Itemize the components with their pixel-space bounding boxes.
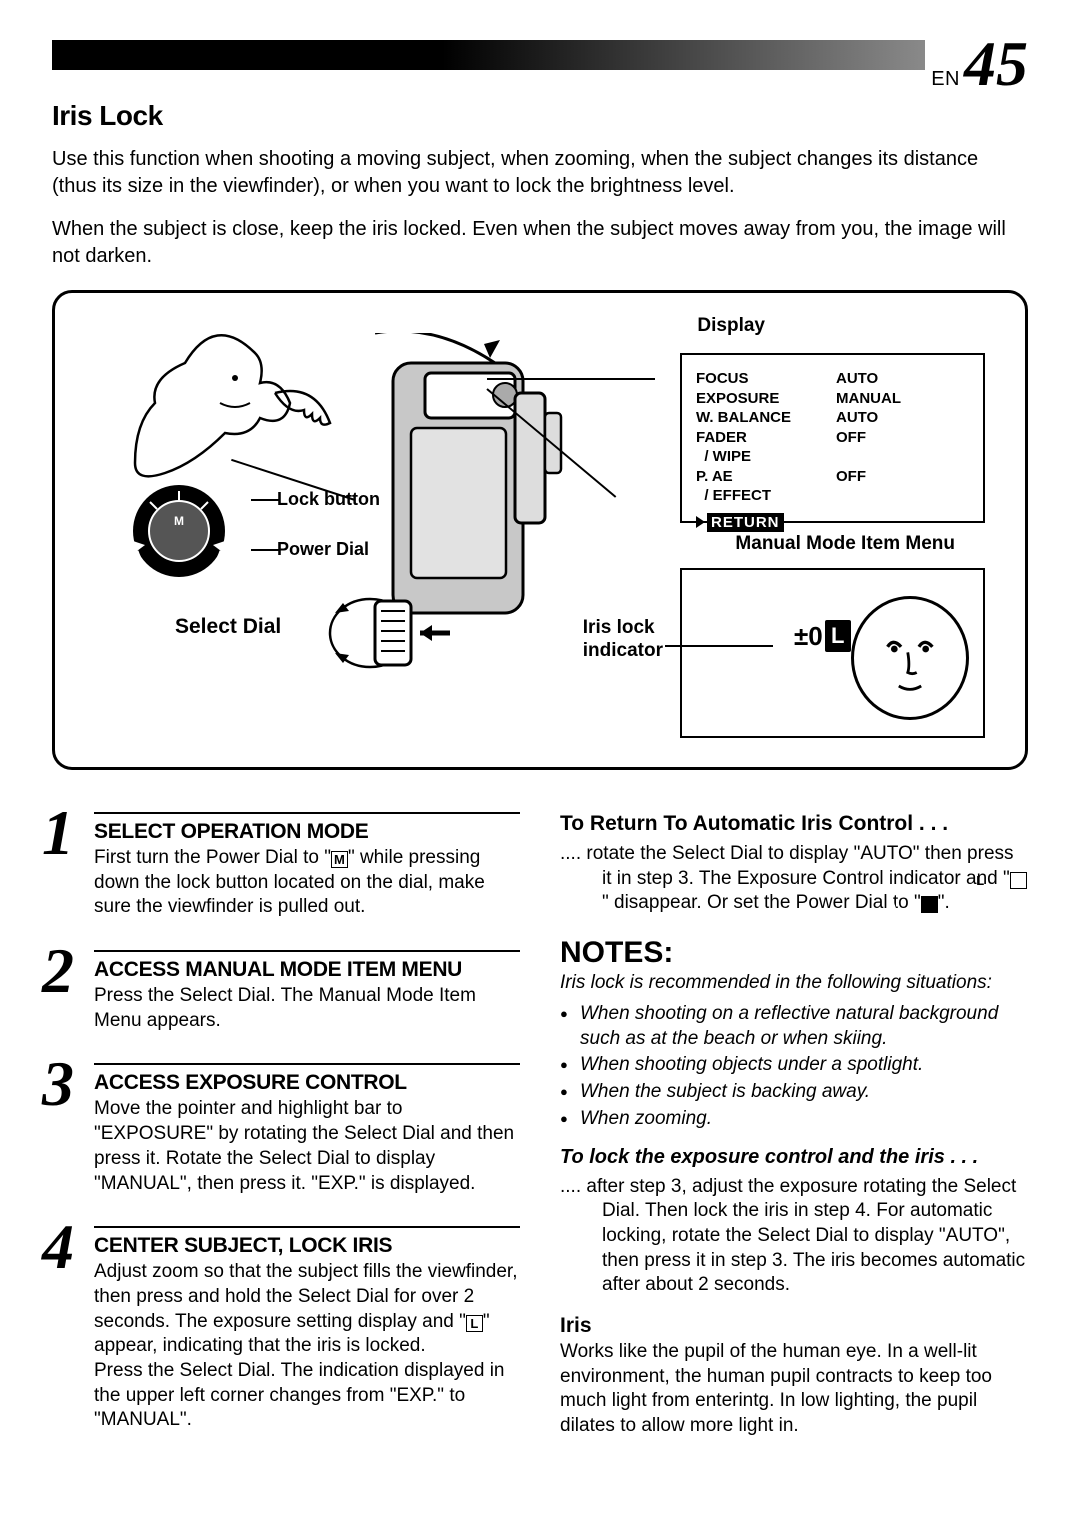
step: 1 SELECT OPERATION MODE First turn the P… (52, 812, 520, 920)
return-auto-heading: To Return To Automatic Iris Control . . … (560, 812, 1028, 836)
notes-intro: Iris lock is recommended in the followin… (560, 972, 1028, 994)
notes-item: When shooting objects under a spotlight. (560, 1053, 1028, 1078)
step-number: 2 (42, 942, 74, 1000)
return-arrow-icon (696, 516, 705, 528)
page-number: EN 45 (925, 32, 1028, 96)
iris-lock-indicator: ±0 L (794, 620, 851, 652)
step-body: Press the Select Dial. The Manual Mode I… (94, 984, 520, 1033)
manual-mode-menu: FOCUSAUTOEXPOSUREMANUALW. BALANCEAUTOFAD… (680, 353, 985, 523)
body-columns: 1 SELECT OPERATION MODE First turn the P… (52, 812, 1028, 1463)
intro-2: When the subject is close, keep the iris… (52, 216, 1028, 270)
manual-mode-menu-caption: Manual Mode Item Menu (735, 533, 955, 555)
menu-row: / EFFECT (696, 486, 969, 506)
select-dial-illustration (315, 593, 455, 673)
page-prefix: EN (931, 68, 960, 91)
notes-heading: NOTES: (560, 936, 1028, 970)
notes-item: When the subject is backing away. (560, 1080, 1028, 1105)
notes-item: When shooting on a reflective natural ba… (560, 1002, 1028, 1051)
return-label: RETURN (707, 513, 784, 532)
notes-list: When shooting on a reflective natural ba… (560, 1002, 1028, 1131)
step-body: First turn the Power Dial to "M" while p… (94, 846, 520, 920)
notes-item: When zooming. (560, 1107, 1028, 1132)
step-body: Move the pointer and highlight bar to "E… (94, 1097, 520, 1196)
leader-line (487, 378, 655, 380)
display-caption: Display (697, 315, 765, 337)
step-number: 3 (42, 1055, 74, 1113)
page-num: 45 (964, 32, 1028, 96)
step-number: 4 (42, 1218, 74, 1276)
menu-row: W. BALANCEAUTO (696, 408, 969, 428)
iris-heading: Iris (560, 1314, 1028, 1338)
menu-row: FADEROFF (696, 428, 969, 448)
return-auto-body: .... rotate the Select Dial to display "… (560, 842, 1028, 916)
menu-row: P. AEOFF (696, 467, 969, 487)
iris-body: Works like the pupil of the human eye. I… (560, 1340, 1028, 1439)
iris-lock-icon: L (825, 620, 851, 652)
power-dial-caption: Power Dial (251, 539, 369, 560)
menu-row: FOCUSAUTO (696, 369, 969, 389)
diagram: Display FOCUSAUTOEXPOSUREMANUALW. BALANC… (52, 290, 1028, 770)
step-title: SELECT OPERATION MODE (94, 820, 520, 844)
svg-text:M: M (174, 514, 184, 528)
leader-line (665, 645, 773, 647)
step-number: 1 (42, 804, 74, 862)
menu-row: EXPOSUREMANUAL (696, 389, 969, 409)
step-title: ACCESS EXPOSURE CONTROL (94, 1071, 520, 1095)
subject-face-icon (851, 596, 969, 720)
lock-exposure-heading: To lock the exposure control and the iri… (560, 1146, 1028, 1169)
right-column: To Return To Automatic Iris Control . . … (560, 812, 1028, 1463)
step: 4 CENTER SUBJECT, LOCK IRIS Adjust zoom … (52, 1226, 520, 1433)
intro-1: Use this function when shooting a moving… (52, 146, 1028, 200)
select-dial-caption: Select Dial (175, 615, 281, 639)
section-title: Iris Lock (52, 100, 1028, 132)
header-bar: EN 45 (52, 40, 1028, 70)
lock-exposure-body: .... after step 3, adjust the exposure r… (560, 1175, 1028, 1298)
menu-return-row: RETURN (696, 514, 969, 532)
left-column: 1 SELECT OPERATION MODE First turn the P… (52, 812, 520, 1463)
step-title: CENTER SUBJECT, LOCK IRIS (94, 1234, 520, 1258)
iris-value: ±0 (794, 621, 823, 652)
step: 2 ACCESS MANUAL MODE ITEM MENU Press the… (52, 950, 520, 1033)
power-dial-illustration: M (129, 481, 229, 581)
menu-row: / WIPE (696, 447, 969, 467)
iris-lock-display: ±0 L (680, 568, 985, 738)
step-title: ACCESS MANUAL MODE ITEM MENU (94, 958, 520, 982)
step: 3 ACCESS EXPOSURE CONTROL Move the point… (52, 1063, 520, 1196)
step-body: Adjust zoom so that the subject fills th… (94, 1260, 520, 1433)
iris-lock-caption: Iris lockindicator (583, 617, 663, 663)
